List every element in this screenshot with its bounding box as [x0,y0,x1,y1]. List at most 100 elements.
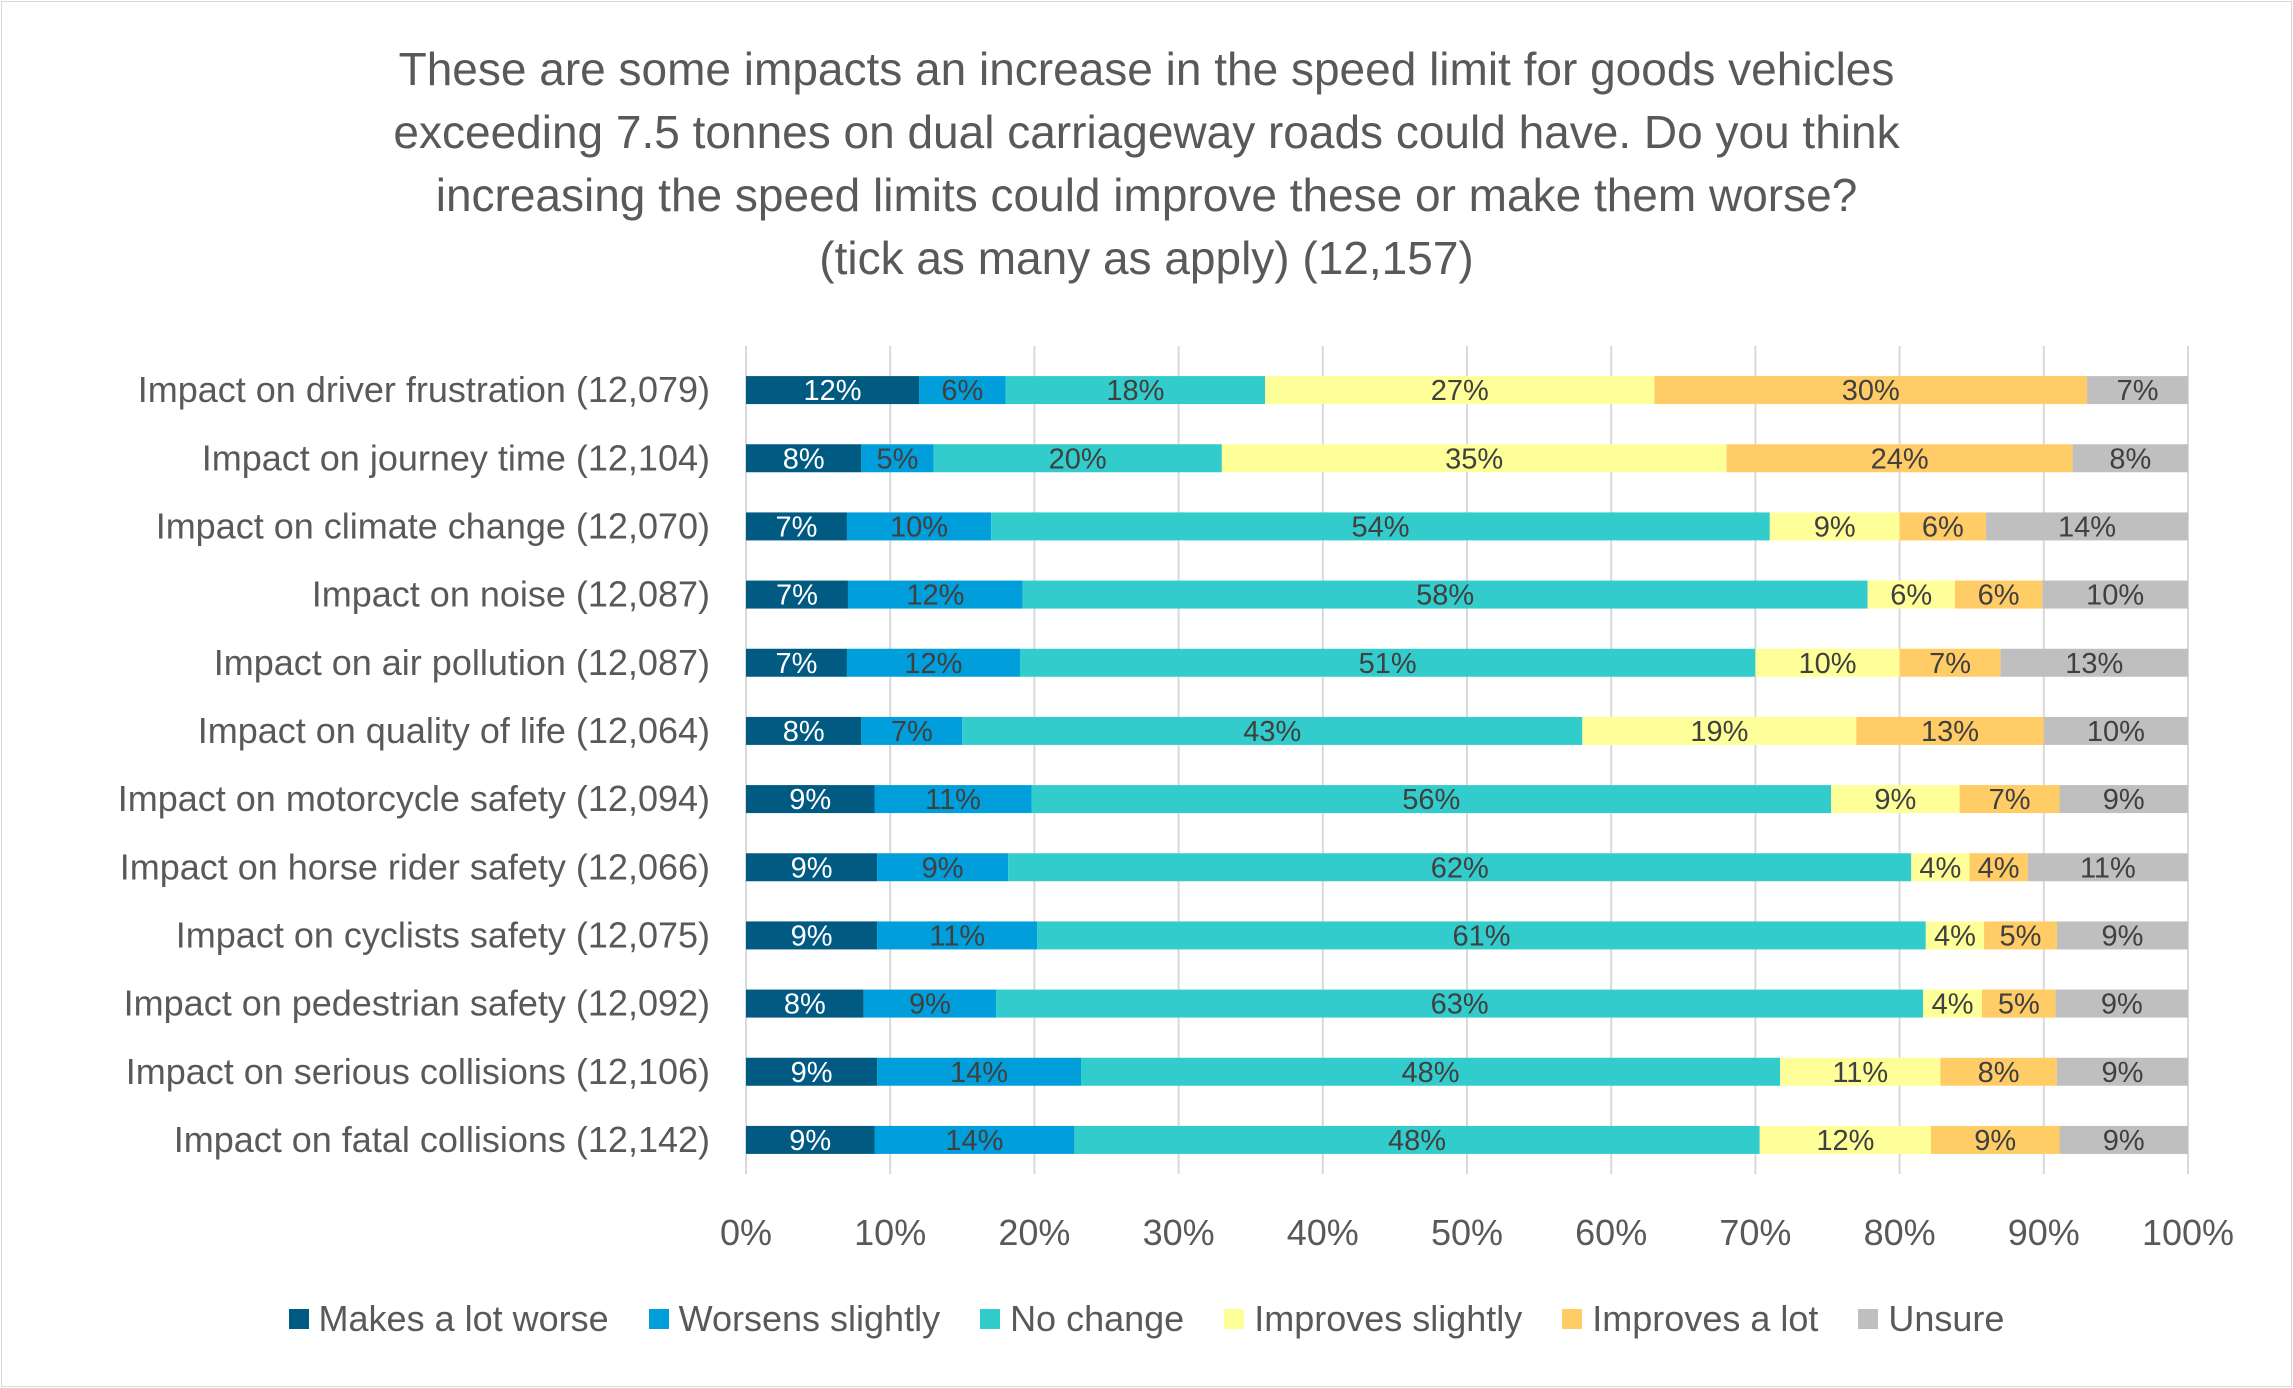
bar-segment [1940,1057,2057,1086]
data-label: 11% [1832,1057,1888,1089]
legend-swatch [288,1309,309,1329]
bar-segment [2000,648,2188,677]
data-label: 27% [1431,375,1489,407]
x-tick-label: 50% [1431,1212,1503,1253]
data-label: 61% [1453,920,1511,952]
data-label: 20% [1049,443,1107,475]
data-label: 48% [1402,1057,1460,1089]
legend: Makes a lot worse Worsens slightly No chan… [0,1298,2293,1340]
data-label: 9% [1974,1125,2016,1157]
data-label: 18% [1106,375,1164,407]
category-label: Impact on quality of life (12,064) [198,710,710,751]
category-label: Impact on climate change (12,070) [156,505,710,546]
data-label: 5% [2000,920,2042,952]
data-label: 19% [1690,716,1748,748]
bar-segment [2042,580,2188,609]
bar-segment [1986,512,2188,541]
data-label: 9% [791,852,833,884]
category-label: Impact on air pollution (12,087) [214,642,710,683]
bar-segment [746,1057,878,1086]
legend-item: Unsure [1858,1298,2004,1340]
data-label: 11% [929,920,985,952]
data-label: 13% [2065,648,2123,680]
bar-segment [846,512,992,541]
bar-segment [874,785,1032,814]
bar-segment [746,580,848,609]
data-label: 9% [2101,1057,2143,1089]
category-label: Impact on horse rider safety (12,066) [120,846,710,887]
bar-segment [1925,921,1985,950]
data-label: 10% [2087,716,2145,748]
x-tick-label: 30% [1143,1212,1215,1253]
data-label: 51% [1359,648,1417,680]
bar-segment [1081,1057,1781,1086]
category-label: Impact on pedestrian safety (12,092) [124,983,710,1024]
x-tick-label: 70% [1719,1212,1791,1253]
bar-segment [1899,648,2001,677]
data-label: 7% [776,648,818,680]
data-label: 56% [1402,784,1460,816]
category-label: Impact on fatal collisions (12,142) [174,1119,710,1160]
bar-segment [746,989,864,1018]
data-label: 7% [2117,375,2159,407]
data-label: 9% [2103,1125,2145,1157]
bar-segment [877,853,1009,882]
bar-segment [746,376,920,405]
data-label: 10% [890,511,948,543]
bar-segment [1856,716,2044,745]
data-label: 12% [803,375,861,407]
bar-segment [1923,989,1982,1018]
bar-segment [1769,512,1900,541]
category-label: Impact on driver frustration (12,079) [138,369,710,410]
bar-segment [2072,444,2188,473]
bar-segment [2056,1057,2188,1086]
data-label: 6% [941,375,983,407]
bar-segment [1780,1057,1941,1086]
bar-segment [1969,853,2028,882]
bar-segment [991,512,1770,541]
legend-item: Improves slightly [1224,1298,1522,1340]
data-label: 12% [906,580,964,612]
bar-segment [962,716,1583,745]
bar-segment [874,1125,1075,1154]
bar-segment [746,1125,875,1154]
legend-swatch [1224,1309,1245,1329]
bar-segment [1755,648,1900,677]
bar-segment [877,1057,1082,1086]
data-label: 12% [904,648,962,680]
data-label: 6% [1922,511,1964,543]
data-label: 62% [1431,852,1489,884]
data-label: 9% [909,989,951,1021]
bar-segment [746,785,875,814]
legend-item: Worsens slightly [648,1298,941,1340]
bar-segment [2087,376,2188,405]
legend-swatch [648,1309,669,1329]
bar-segment [863,989,997,1018]
data-label: 8% [783,443,825,475]
data-label: 5% [1998,989,2040,1021]
bar-segment [1654,376,2088,405]
title-line: increasing the speed limits could improv… [435,169,1858,221]
bar-segment [2027,853,2188,882]
bar-segment [846,648,1020,677]
bar-segment [1831,785,1960,814]
data-label: 4% [1978,852,2020,884]
x-tick-label: 40% [1287,1212,1359,1253]
data-label: 7% [1989,784,2031,816]
legend-label: Worsens slightly [678,1298,941,1339]
category-label: Impact on cyclists safety (12,075) [176,914,710,955]
x-tick-label: 10% [854,1212,926,1253]
bar-segment [933,444,1222,473]
bar-segment [1984,921,2057,950]
bar-segment [847,580,1023,609]
bar-segment [1022,580,1868,609]
legend-label: Improves slightly [1254,1298,1523,1339]
category-label: Impact on noise (12,087) [312,574,710,615]
category-label: Impact on journey time (12,104) [202,437,710,478]
data-label: 8% [784,989,826,1021]
legend-item: Makes a lot worse [288,1298,609,1340]
data-label: 11% [2080,852,2136,884]
data-label: 8% [1978,1057,2020,1089]
legend-swatch [980,1309,1001,1329]
